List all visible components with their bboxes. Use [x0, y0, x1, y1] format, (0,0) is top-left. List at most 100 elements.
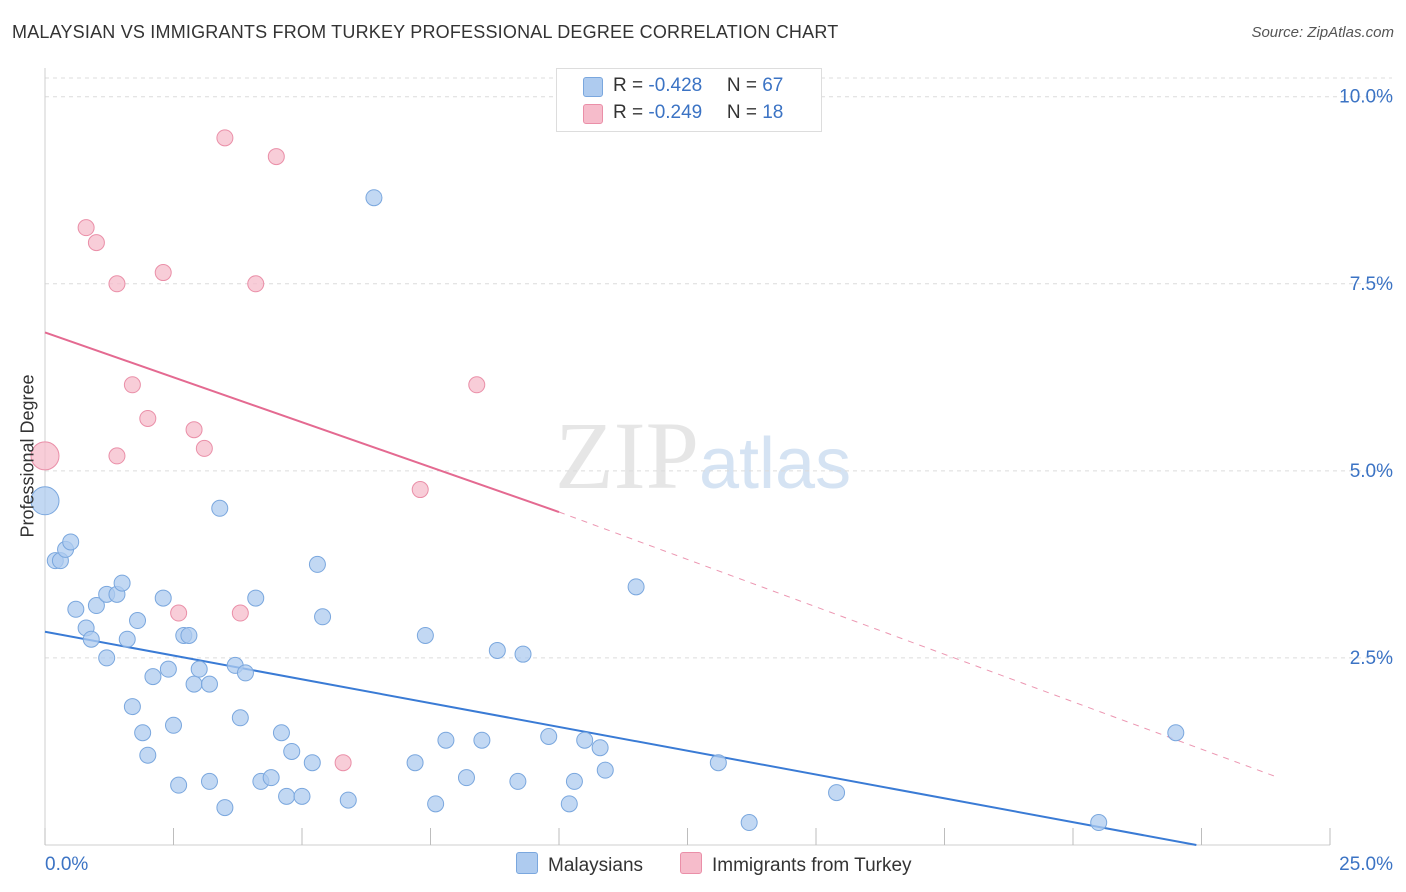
point-malaysians [134, 724, 152, 742]
watermark-zip: ZIP [555, 402, 699, 509]
point-malaysians [113, 574, 131, 592]
x-tick-label: 0.0% [45, 854, 88, 875]
data-points [30, 129, 1185, 832]
point-turkey [411, 481, 429, 499]
y-tick-label: 7.5% [1350, 274, 1393, 295]
y-axis-label: Professional Degree [17, 374, 38, 538]
point-malaysians [82, 630, 100, 648]
legend-r-value: -0.249 [648, 102, 703, 123]
point-malaysians [1090, 814, 1108, 832]
point-malaysians [314, 608, 332, 626]
point-malaysians [1167, 724, 1185, 742]
point-turkey [195, 439, 213, 457]
legend-swatch-pink [583, 104, 603, 124]
point-turkey [216, 129, 234, 147]
bottom-legend-malaysians: Malaysians [516, 852, 643, 877]
y-tick-label: 5.0% [1350, 461, 1393, 482]
point-malaysians [427, 795, 445, 813]
bottom-legend-swatch-pink [680, 852, 702, 874]
point-malaysians [144, 668, 162, 686]
bottom-legend-swatch-blue [516, 852, 538, 874]
y-tick-label: 2.5% [1350, 648, 1393, 669]
point-turkey [468, 376, 486, 394]
point-malaysians [514, 645, 532, 663]
legend-r-label: R = [613, 102, 649, 123]
point-malaysians [540, 727, 558, 745]
point-malaysians [303, 754, 321, 772]
point-turkey [139, 409, 157, 427]
bottom-legend-turkey: Immigrants from Turkey [680, 852, 912, 877]
point-malaysians [473, 731, 491, 749]
watermark: ZIPatlas [555, 400, 851, 511]
point-malaysians [159, 660, 177, 678]
point-malaysians [591, 739, 609, 757]
point-malaysians [129, 612, 147, 630]
point-turkey [170, 604, 188, 622]
point-turkey [247, 275, 265, 293]
point-malaysians [293, 787, 311, 805]
point-malaysians [709, 754, 727, 772]
chart-title: MALAYSIAN VS IMMIGRANTS FROM TURKEY PROF… [12, 22, 839, 42]
point-malaysians [416, 626, 434, 644]
point-malaysians [231, 709, 249, 727]
bottom-legend-label: Immigrants from Turkey [712, 855, 912, 876]
trend-line-turkey [44, 331, 560, 513]
bottom-legend-label: Malaysians [548, 855, 644, 876]
point-malaysians [190, 660, 208, 678]
point-turkey [185, 421, 203, 439]
point-malaysians [211, 499, 229, 517]
legend-n-value: 18 [762, 102, 784, 123]
point-malaysians [180, 626, 198, 644]
point-turkey [231, 604, 249, 622]
point-malaysians [62, 533, 80, 551]
legend-r-label: R = [613, 75, 649, 96]
point-malaysians [139, 746, 157, 764]
point-malaysians [576, 731, 594, 749]
legend-swatch-blue [583, 77, 603, 97]
correlation-legend: R = -0.428 N = 67 R = -0.249 N = 18 [556, 68, 822, 132]
legend-n-label: N = [726, 102, 763, 123]
watermark-atlas: atlas [699, 424, 852, 504]
point-malaysians [165, 716, 182, 734]
point-malaysians [509, 772, 527, 790]
point-malaysians [236, 664, 254, 682]
point-malaysians [272, 724, 290, 742]
point-turkey [267, 148, 285, 166]
point-malaysians [123, 698, 141, 716]
legend-n-value: 67 [762, 75, 784, 96]
point-malaysians [67, 600, 85, 618]
y-tick-label: 10.0% [1339, 87, 1393, 108]
point-malaysians [406, 754, 424, 772]
point-malaysians [216, 799, 234, 817]
point-malaysians [365, 189, 383, 207]
point-malaysians [262, 769, 280, 787]
point-malaysians [627, 578, 645, 596]
trend-line-malaysians [44, 630, 1197, 846]
point-malaysians [98, 649, 116, 667]
point-malaysians [740, 814, 758, 832]
point-malaysians [828, 784, 846, 802]
point-malaysians [200, 772, 218, 790]
point-malaysians [278, 787, 296, 805]
legend-r-value: -0.428 [648, 75, 703, 96]
point-malaysians [154, 589, 172, 607]
point-turkey [154, 264, 172, 282]
point-malaysians [488, 641, 506, 659]
point-malaysians [457, 769, 475, 787]
point-turkey [334, 754, 352, 772]
point-turkey [77, 219, 95, 237]
point-malaysians [283, 742, 301, 760]
chart-source: Source: ZipAtlas.com [1251, 24, 1394, 41]
trend-lines [44, 331, 1279, 846]
point-turkey [87, 234, 105, 252]
point-malaysians [339, 791, 357, 809]
point-malaysians [200, 675, 218, 693]
point-turkey [108, 447, 126, 465]
point-malaysians [596, 761, 614, 779]
point-malaysians [565, 772, 583, 790]
point-turkey [108, 275, 126, 293]
point-malaysians [30, 486, 60, 516]
trend-line-turkey-extension [558, 511, 1279, 779]
point-malaysians [118, 630, 136, 648]
